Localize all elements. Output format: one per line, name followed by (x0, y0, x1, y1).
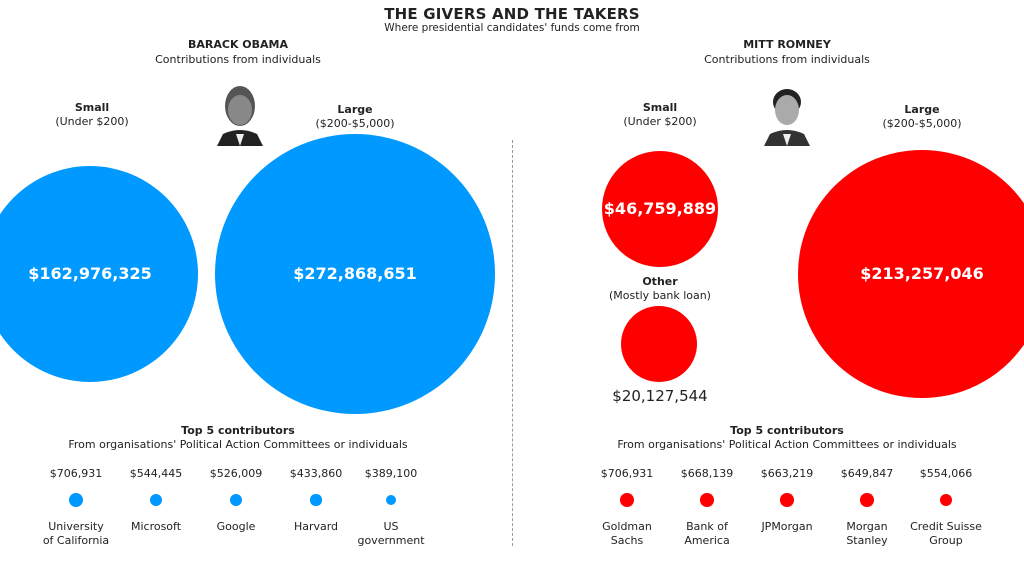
obama-contributor-dot (229, 493, 243, 507)
romney-contributor-dot (700, 493, 714, 507)
obama-large-label: Large (337, 103, 373, 116)
obama-contributor-dot (385, 494, 397, 506)
obama-contributor-name: University of California (42, 520, 110, 547)
obama-contributor-name: Google (216, 520, 256, 533)
romney-contributors-subtitle: From organisations' Political Action Com… (617, 438, 957, 451)
obama-contributor-name: Harvard (293, 520, 339, 533)
obama-contributor-name: Microsoft (130, 520, 182, 533)
romney-large-bubble: $213,257,046 (798, 150, 1024, 398)
obama-small-label: Small (74, 101, 110, 114)
obama-contributor-value: $544,445 (129, 467, 183, 480)
obama-contributor-value: $433,860 (289, 467, 343, 480)
romney-large-label: Large (904, 103, 940, 116)
chart-subtitle: Where presidential candidates' funds com… (384, 22, 640, 34)
obama-heading: BARACK OBAMA (187, 38, 289, 51)
romney-other-sublabel: (Mostly bank loan) (609, 289, 711, 302)
romney-small-value: $46,759,889 (603, 199, 717, 219)
romney-small-bubble: $46,759,889 (602, 151, 718, 267)
romney-contributor-dot (780, 493, 794, 507)
romney-contributor-name: Credit Suisse Group (910, 520, 982, 547)
romney-contributor-dot (619, 492, 635, 508)
obama-large-value: $272,868,651 (293, 264, 417, 284)
romney-contributor-name: Goldman Sachs (602, 520, 652, 547)
obama-contributor-dot (149, 493, 163, 507)
romney-other-bubble (620, 305, 698, 383)
romney-contributor-dot (860, 493, 874, 507)
obama-small-sublabel: (Under $200) (55, 115, 129, 128)
romney-large-value: $213,257,046 (860, 264, 984, 284)
romney-small-sublabel: (Under $200) (623, 115, 697, 128)
romney-other-label: Other (642, 275, 678, 288)
romney-contributor-value: $706,931 (600, 467, 654, 480)
romney-contributor-value: $668,139 (680, 467, 734, 480)
romney-heading: MITT ROMNEY (743, 38, 831, 51)
obama-portrait (215, 78, 265, 146)
romney-contributor-value: $554,066 (919, 467, 973, 480)
romney-small-label: Small (642, 101, 678, 114)
obama-subheading: Contributions from individuals (155, 53, 321, 66)
romney-large-sublabel: ($200-$5,000) (882, 117, 962, 130)
romney-portrait (762, 80, 812, 148)
obama-contributor-name: US government (357, 520, 425, 547)
romney-contributor-name: Morgan Stanley (846, 520, 888, 547)
obama-contributor-dot (310, 494, 322, 506)
obama-large-sublabel: ($200-$5,000) (315, 117, 395, 130)
romney-contributor-dot (939, 493, 953, 507)
romney-contributor-name: JPMorgan (761, 520, 813, 533)
obama-small-bubble: $162,976,325 (0, 165, 199, 383)
obama-contributors-subtitle: From organisations' Political Action Com… (68, 438, 408, 451)
obama-contributor-value: $706,931 (49, 467, 103, 480)
chart-title: THE GIVERS AND THE TAKERS (384, 5, 640, 23)
obama-contributor-value: $526,009 (209, 467, 263, 480)
obama-contributors-title: Top 5 contributors (181, 424, 295, 437)
romney-contributors-title: Top 5 contributors (730, 424, 844, 437)
obama-small-value: $162,976,325 (28, 264, 152, 284)
obama-contributor-value: $389,100 (364, 467, 418, 480)
divider (512, 140, 513, 546)
obama-contributor-dot (68, 492, 84, 508)
obama-large-bubble: $272,868,651 (214, 133, 496, 415)
romney-contributor-name: Bank of America (684, 520, 730, 547)
romney-contributor-value: $649,847 (840, 467, 894, 480)
romney-other-value: $20,127,544 (612, 387, 708, 405)
romney-subheading: Contributions from individuals (704, 53, 870, 66)
romney-contributor-value: $663,219 (760, 467, 814, 480)
